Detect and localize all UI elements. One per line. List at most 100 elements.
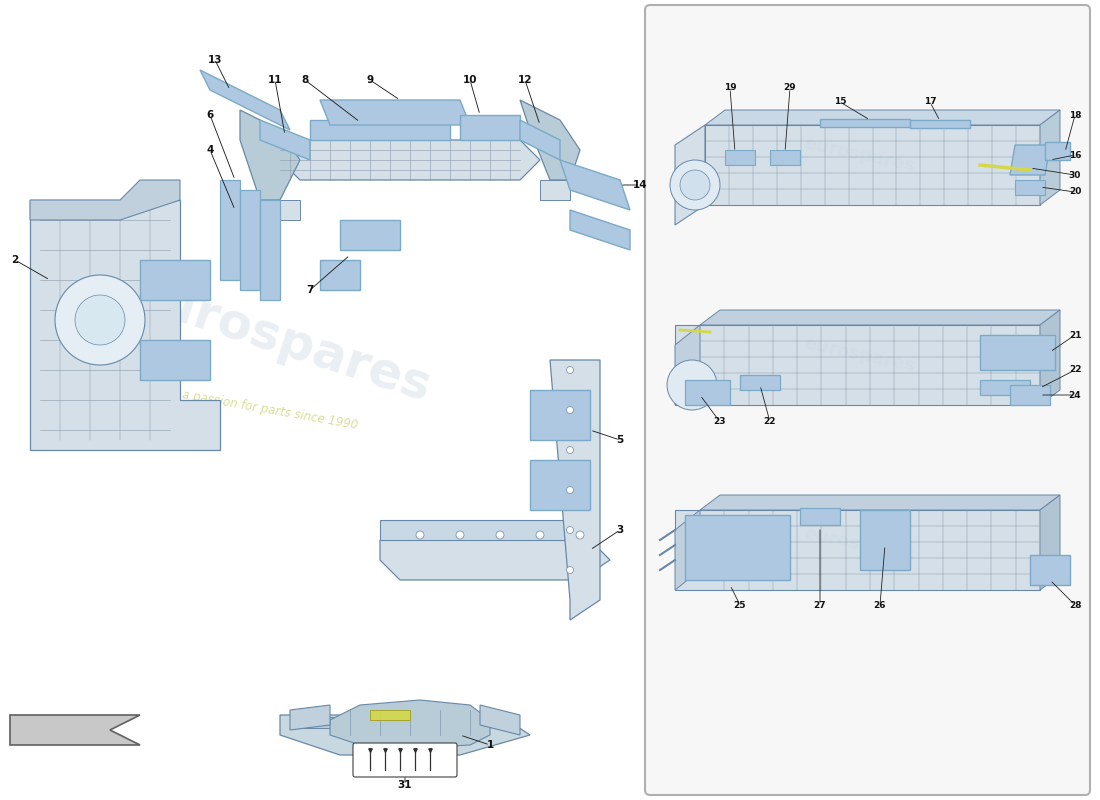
Polygon shape — [740, 375, 780, 390]
Text: 23: 23 — [714, 418, 726, 426]
Text: 6: 6 — [207, 110, 213, 120]
Circle shape — [566, 406, 573, 414]
Polygon shape — [705, 110, 1060, 125]
Polygon shape — [370, 710, 410, 720]
Polygon shape — [725, 150, 755, 165]
Polygon shape — [520, 100, 580, 180]
Circle shape — [75, 295, 125, 345]
Text: 7: 7 — [306, 285, 313, 295]
Polygon shape — [30, 200, 220, 450]
Polygon shape — [1015, 180, 1045, 195]
Polygon shape — [140, 260, 210, 300]
Polygon shape — [220, 180, 240, 280]
Polygon shape — [980, 380, 1030, 395]
Polygon shape — [675, 325, 700, 405]
Circle shape — [55, 275, 145, 365]
Text: 11: 11 — [267, 75, 283, 85]
Text: eurospares: eurospares — [122, 268, 438, 412]
Text: 22: 22 — [1069, 366, 1081, 374]
Text: eurospares: eurospares — [803, 525, 917, 566]
Text: 8: 8 — [301, 75, 309, 85]
Circle shape — [566, 446, 573, 454]
Polygon shape — [530, 390, 590, 440]
Text: 9: 9 — [366, 75, 374, 85]
Text: 31: 31 — [398, 780, 412, 790]
Text: a passion for parts since 1990: a passion for parts since 1990 — [182, 388, 359, 432]
Polygon shape — [1040, 110, 1060, 205]
Text: 29: 29 — [783, 83, 796, 93]
Polygon shape — [260, 120, 310, 160]
Polygon shape — [320, 100, 470, 125]
Polygon shape — [675, 510, 700, 590]
Circle shape — [496, 531, 504, 539]
Polygon shape — [820, 119, 910, 127]
Polygon shape — [280, 715, 530, 755]
Text: 4: 4 — [207, 145, 213, 155]
Polygon shape — [1030, 555, 1070, 585]
Polygon shape — [200, 70, 290, 130]
Polygon shape — [560, 160, 630, 210]
Polygon shape — [570, 210, 630, 250]
Polygon shape — [140, 340, 210, 380]
Polygon shape — [10, 715, 140, 745]
Polygon shape — [530, 460, 590, 510]
Text: 25: 25 — [734, 601, 746, 610]
Circle shape — [576, 531, 584, 539]
Polygon shape — [330, 700, 490, 748]
Text: 20: 20 — [1069, 187, 1081, 197]
Circle shape — [566, 526, 573, 534]
Polygon shape — [1010, 145, 1050, 175]
Circle shape — [566, 366, 573, 374]
Circle shape — [536, 531, 544, 539]
Circle shape — [416, 531, 424, 539]
Polygon shape — [260, 200, 300, 220]
Polygon shape — [910, 120, 970, 128]
Polygon shape — [260, 200, 280, 300]
Polygon shape — [675, 125, 705, 225]
Text: 2: 2 — [11, 255, 19, 265]
Polygon shape — [700, 495, 1060, 510]
Text: 26: 26 — [873, 601, 887, 610]
Polygon shape — [800, 508, 840, 525]
Polygon shape — [379, 540, 610, 580]
Polygon shape — [705, 125, 1040, 205]
Polygon shape — [480, 705, 520, 735]
Polygon shape — [240, 110, 300, 200]
Circle shape — [566, 566, 573, 574]
Polygon shape — [770, 150, 800, 165]
Text: 16: 16 — [1069, 150, 1081, 159]
Circle shape — [456, 531, 464, 539]
Polygon shape — [460, 115, 520, 140]
Text: 22: 22 — [763, 418, 777, 426]
Polygon shape — [550, 360, 600, 620]
Text: 10: 10 — [463, 75, 477, 85]
Text: 15: 15 — [834, 98, 846, 106]
Polygon shape — [290, 705, 330, 730]
Polygon shape — [685, 380, 730, 405]
Polygon shape — [240, 190, 260, 290]
FancyBboxPatch shape — [353, 743, 456, 777]
Polygon shape — [1040, 495, 1060, 590]
Polygon shape — [320, 260, 360, 290]
Text: 17: 17 — [924, 98, 936, 106]
Text: 3: 3 — [616, 525, 624, 535]
Polygon shape — [1040, 310, 1060, 405]
Polygon shape — [30, 180, 180, 220]
Text: 24: 24 — [1069, 390, 1081, 399]
Text: 28: 28 — [1069, 601, 1081, 610]
Polygon shape — [540, 180, 570, 200]
Polygon shape — [980, 335, 1055, 370]
Circle shape — [566, 486, 573, 494]
Text: 5: 5 — [616, 435, 624, 445]
Circle shape — [680, 170, 710, 200]
Polygon shape — [700, 310, 1060, 325]
Polygon shape — [685, 515, 790, 580]
Polygon shape — [1045, 142, 1070, 160]
Text: eurospares: eurospares — [803, 334, 917, 375]
Text: 27: 27 — [814, 601, 826, 610]
Circle shape — [670, 160, 720, 210]
Text: eurospares: eurospares — [803, 134, 917, 175]
Text: 14: 14 — [632, 180, 647, 190]
Circle shape — [667, 360, 717, 410]
Polygon shape — [280, 140, 540, 180]
